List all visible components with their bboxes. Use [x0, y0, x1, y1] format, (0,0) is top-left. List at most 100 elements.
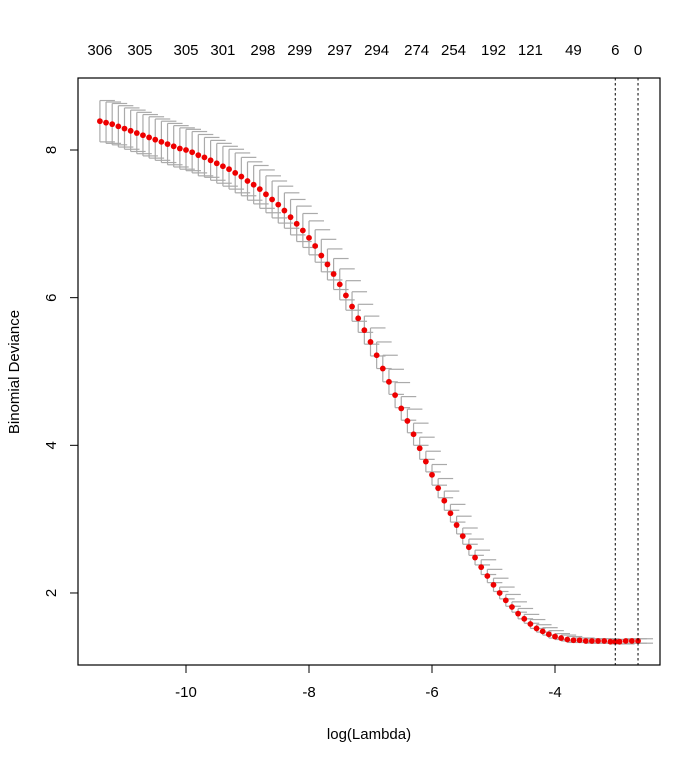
data-point: [496, 590, 503, 596]
data-point: [220, 163, 226, 170]
data-point: [355, 315, 362, 322]
data-point: [343, 292, 349, 299]
data-point: [466, 544, 472, 551]
data-point: [158, 138, 165, 145]
y-tick-label: 6: [43, 293, 60, 301]
top-axis-label: 306: [87, 42, 112, 59]
data-point: [269, 196, 275, 203]
top-axis-label: 294: [364, 42, 389, 59]
x-tick-label: -4: [548, 684, 561, 701]
data-point: [306, 234, 312, 241]
data-point: [293, 220, 300, 227]
x-axis: -10 -8 -6 -4: [175, 665, 562, 701]
x-tick-label: -6: [425, 684, 438, 701]
x-tick-label: -8: [302, 684, 315, 701]
data-point: [429, 471, 435, 478]
data-point: [416, 445, 423, 452]
y-axis-title: Binomial Deviance: [6, 310, 23, 434]
data-point: [582, 638, 589, 644]
data-point: [509, 604, 515, 610]
y-tick-label: 8: [43, 146, 60, 154]
data-point: [478, 564, 485, 571]
data-point: [133, 130, 140, 136]
y-axis: 2 4 6 8: [43, 146, 78, 597]
data-point: [176, 145, 183, 152]
top-axis-label: 192: [481, 42, 506, 59]
data-point: [595, 638, 601, 644]
top-axis-label: 297: [327, 42, 352, 59]
data-point: [612, 638, 619, 645]
data-point: [502, 597, 509, 604]
x-tick-label: -10: [175, 684, 197, 701]
data-point: [545, 631, 552, 638]
data-point: [373, 352, 380, 359]
data-point: [226, 166, 232, 173]
data-point: [213, 160, 220, 167]
top-axis-label: 301: [210, 42, 235, 59]
data-point: [97, 118, 103, 125]
data-point: [635, 638, 641, 644]
data-point: [558, 635, 565, 641]
data-point: [256, 186, 263, 193]
data-point: [127, 127, 134, 134]
data-point: [410, 431, 417, 438]
data-point: [398, 405, 405, 412]
data-point: [189, 149, 196, 156]
data-point: [207, 157, 214, 164]
data-point: [299, 227, 306, 234]
data-point: [238, 173, 245, 180]
data-point: [232, 169, 239, 176]
data-point: [367, 339, 374, 345]
data-point: [539, 628, 546, 635]
data-point: [170, 143, 177, 150]
plot-frame: [77, 77, 661, 666]
data-point: [515, 610, 521, 617]
top-axis-label: 6: [611, 42, 619, 59]
y-tick-label: 4: [43, 441, 60, 449]
data-point: [152, 136, 159, 143]
data-point: [164, 141, 171, 147]
data-point: [570, 637, 577, 644]
data-point: [244, 178, 251, 184]
reference-lines: [614, 78, 639, 665]
data-point: [533, 625, 540, 632]
top-axis-label: 305: [173, 42, 198, 59]
data-point: [472, 554, 478, 561]
data-point: [146, 134, 153, 141]
data-point: [422, 458, 429, 465]
top-axis-label: 305: [127, 42, 152, 59]
data-point: [275, 201, 282, 208]
data-point: [527, 621, 534, 627]
data-point: [404, 418, 411, 424]
top-axis-label: 298: [250, 42, 275, 59]
top-axis-label: 0: [634, 42, 642, 59]
data-point: [447, 510, 454, 517]
data-point: [628, 638, 635, 644]
data-point: [459, 533, 466, 540]
data-point: [589, 638, 595, 644]
data-point: [140, 132, 146, 139]
data-point: [103, 119, 109, 126]
data-point: [386, 378, 392, 385]
y-tick-label: 2: [43, 589, 60, 597]
data-points: [97, 118, 641, 645]
data-point: [330, 271, 337, 277]
error-bars: [99, 99, 654, 645]
data-point: [490, 581, 497, 588]
data-point: [263, 191, 269, 198]
data-point: [121, 125, 128, 132]
data-point: [183, 147, 189, 153]
top-axis-label: 274: [404, 42, 429, 59]
data-point: [576, 637, 583, 644]
data-point: [250, 181, 257, 188]
data-point: [441, 497, 448, 504]
data-point: [195, 152, 202, 159]
data-point: [484, 573, 491, 579]
x-axis-title: log(Lambda): [327, 726, 411, 743]
plot-area: [97, 78, 654, 665]
top-axis-label: 49: [565, 42, 582, 59]
data-point: [607, 638, 614, 645]
data-point: [601, 638, 608, 644]
data-point: [336, 281, 343, 288]
